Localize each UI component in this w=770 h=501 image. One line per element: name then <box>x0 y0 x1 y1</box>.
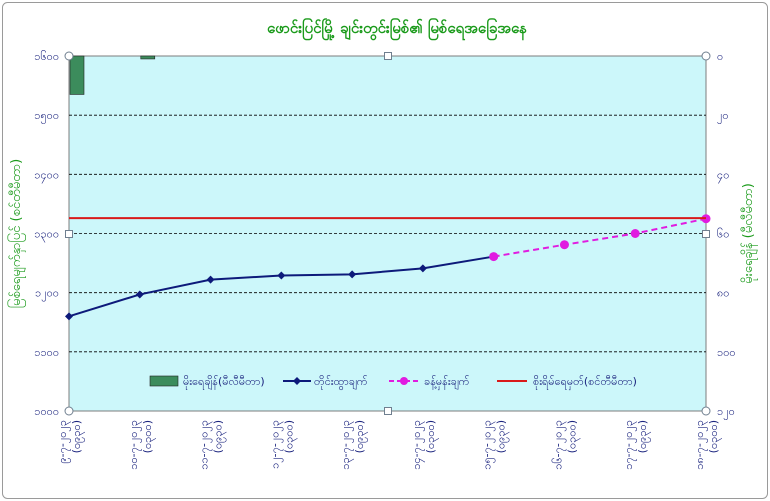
rain-bar <box>140 55 156 60</box>
observed-point <box>65 312 73 321</box>
legend-label: စိုးရိမ်ရေမှတ်(စင်တီမီတာ) <box>533 375 637 390</box>
plot-resize-handle <box>64 406 74 416</box>
left-tick-label: ၁၃၀၀ <box>34 228 59 243</box>
x-tick-label-group: ၁၈-၇-၂၀၂၃ (၀၃၀၀) <box>693 420 722 470</box>
observed-point <box>348 270 357 279</box>
right-tick-label: ၂၀ <box>717 109 729 124</box>
right-tick-label: ၈၀ <box>717 287 729 300</box>
left-tick-label: ၁၆၀၀ <box>34 50 59 63</box>
x-tick-time: (၀၃၀၀) <box>707 420 722 453</box>
x-tick-date: ၁၂-၇-၂၀၂၃ <box>268 420 283 469</box>
x-tick-date: ၉-၇-၂၀၂၃ <box>56 420 71 464</box>
x-tick-time: (၀၉၃၀) <box>353 420 368 453</box>
x-tick-time: (၀၉၃၀) <box>212 420 227 453</box>
right-tick-label: ၁၀၀ <box>717 346 736 359</box>
forecast-point <box>489 252 499 262</box>
x-tick-date: ၁၆-၇-၂၀၂၃ <box>551 420 566 470</box>
x-tick-date: ၁၁-၇-၂၀၂၃ <box>198 420 213 470</box>
x-tick-date: ၁၃-၇-၂၀၂၃ <box>339 420 354 470</box>
plot-resize-handle <box>384 407 392 415</box>
x-tick-label-group: ၁၅-၇-၂၀၂၃ (၀၉၃၀) <box>481 420 510 470</box>
right-axis-title: မိုးရေချိန် (မီလီမီတာ) <box>740 183 758 284</box>
left-tick-label: ၁၀၀၀ <box>34 405 59 418</box>
plot-resize-handle <box>702 230 710 238</box>
x-tick-label-group: ၁၂-၇-၂၀၂၃ (၀၃၀၀) <box>268 420 297 469</box>
x-tick-time: (၀၃၀၀) <box>141 420 156 453</box>
x-tick-label-group: ၁၆-၇-၂၀၂၃ (၀၃၀၀) <box>551 420 580 470</box>
forecast-line <box>493 217 707 258</box>
legend-label: ခန့်မှန်းချက် <box>424 375 470 390</box>
x-tick-date: ၁၅-၇-၂၀၂၃ <box>481 420 496 470</box>
plot-resize-handle <box>65 230 73 238</box>
x-tick-time: (၀၉၃၀) <box>495 420 510 453</box>
x-tick-date: ၁၇-၇-၂၀၂၃ <box>622 420 637 470</box>
left-tick-label: ၁၁၀၀ <box>34 346 59 359</box>
left-tick-label: ၁၅၀၀ <box>34 109 59 124</box>
x-tick-time: (၀၃၀၀) <box>565 420 580 453</box>
x-tick-label-group: ၁၁-၇-၂၀၂၃ (၀၉၃၀) <box>198 420 227 470</box>
right-tick-label: ၄၀ <box>717 168 729 183</box>
x-tick-time: (၀၉၃၀) <box>636 420 651 453</box>
legend-marker-observed <box>293 377 301 385</box>
x-tick-date: ၁၀-၇-၂၀၂၃ <box>127 420 142 470</box>
x-tick-time: (၀၉၃၀) <box>70 420 85 453</box>
x-tick-label-group: ၁၀-၇-၂၀၂၃ (၀၃၀၀) <box>127 420 156 470</box>
rain-bar <box>69 55 85 95</box>
x-tick-label-group: ၁၄-၇-၂၀၂၃ (၀၃၀၀) <box>410 420 439 470</box>
observed-point <box>277 271 286 280</box>
x-tick-label-group: ၉-၇-၂၀၂၃ (၀၉၃၀) <box>56 420 85 464</box>
legend-label: မိုးရေချိန်(မီလီမီတာ) <box>183 375 265 390</box>
right-tick-label: ၀ <box>717 50 723 63</box>
right-tick-label: ၁၂၀ <box>717 405 735 420</box>
legend-swatch-rain <box>149 375 179 387</box>
plot-resize-handle <box>701 406 711 416</box>
legend-marker-forecast <box>400 377 408 385</box>
x-tick-date: ၁၄-၇-၂၀၂၃ <box>410 420 425 470</box>
observed-point <box>418 264 427 273</box>
observed-point <box>135 290 144 299</box>
plot-resize-handle <box>701 51 711 61</box>
x-tick-time: (၀၃၀၀) <box>424 420 439 453</box>
left-tick-label: ၁၂၀၀ <box>35 287 59 302</box>
left-tick-label: ၁၄၀၀ <box>34 168 59 183</box>
left-axis-title: မြစ်ရေမျက်နှာပြင် (စင်တီမီတာ) <box>7 159 26 308</box>
x-tick-label-group: ၁၃-၇-၂၀၂၃ (၀၉၃၀) <box>339 420 368 470</box>
legend-label: တိုင်းထွာချက် <box>314 375 368 390</box>
plot-resize-handle <box>384 52 392 60</box>
right-tick-label: ၆၀ <box>717 228 729 241</box>
observed-point <box>206 275 215 284</box>
plot-resize-handle <box>64 51 74 61</box>
x-tick-time: (၀၃၀၀) <box>282 420 297 453</box>
forecast-point <box>559 240 569 250</box>
x-tick-date: ၁၈-၇-၂၀၂၃ <box>693 420 708 470</box>
forecast-point <box>630 229 640 238</box>
x-tick-label-group: ၁၇-၇-၂၀၂၃ (၀၉၃၀) <box>622 420 651 470</box>
